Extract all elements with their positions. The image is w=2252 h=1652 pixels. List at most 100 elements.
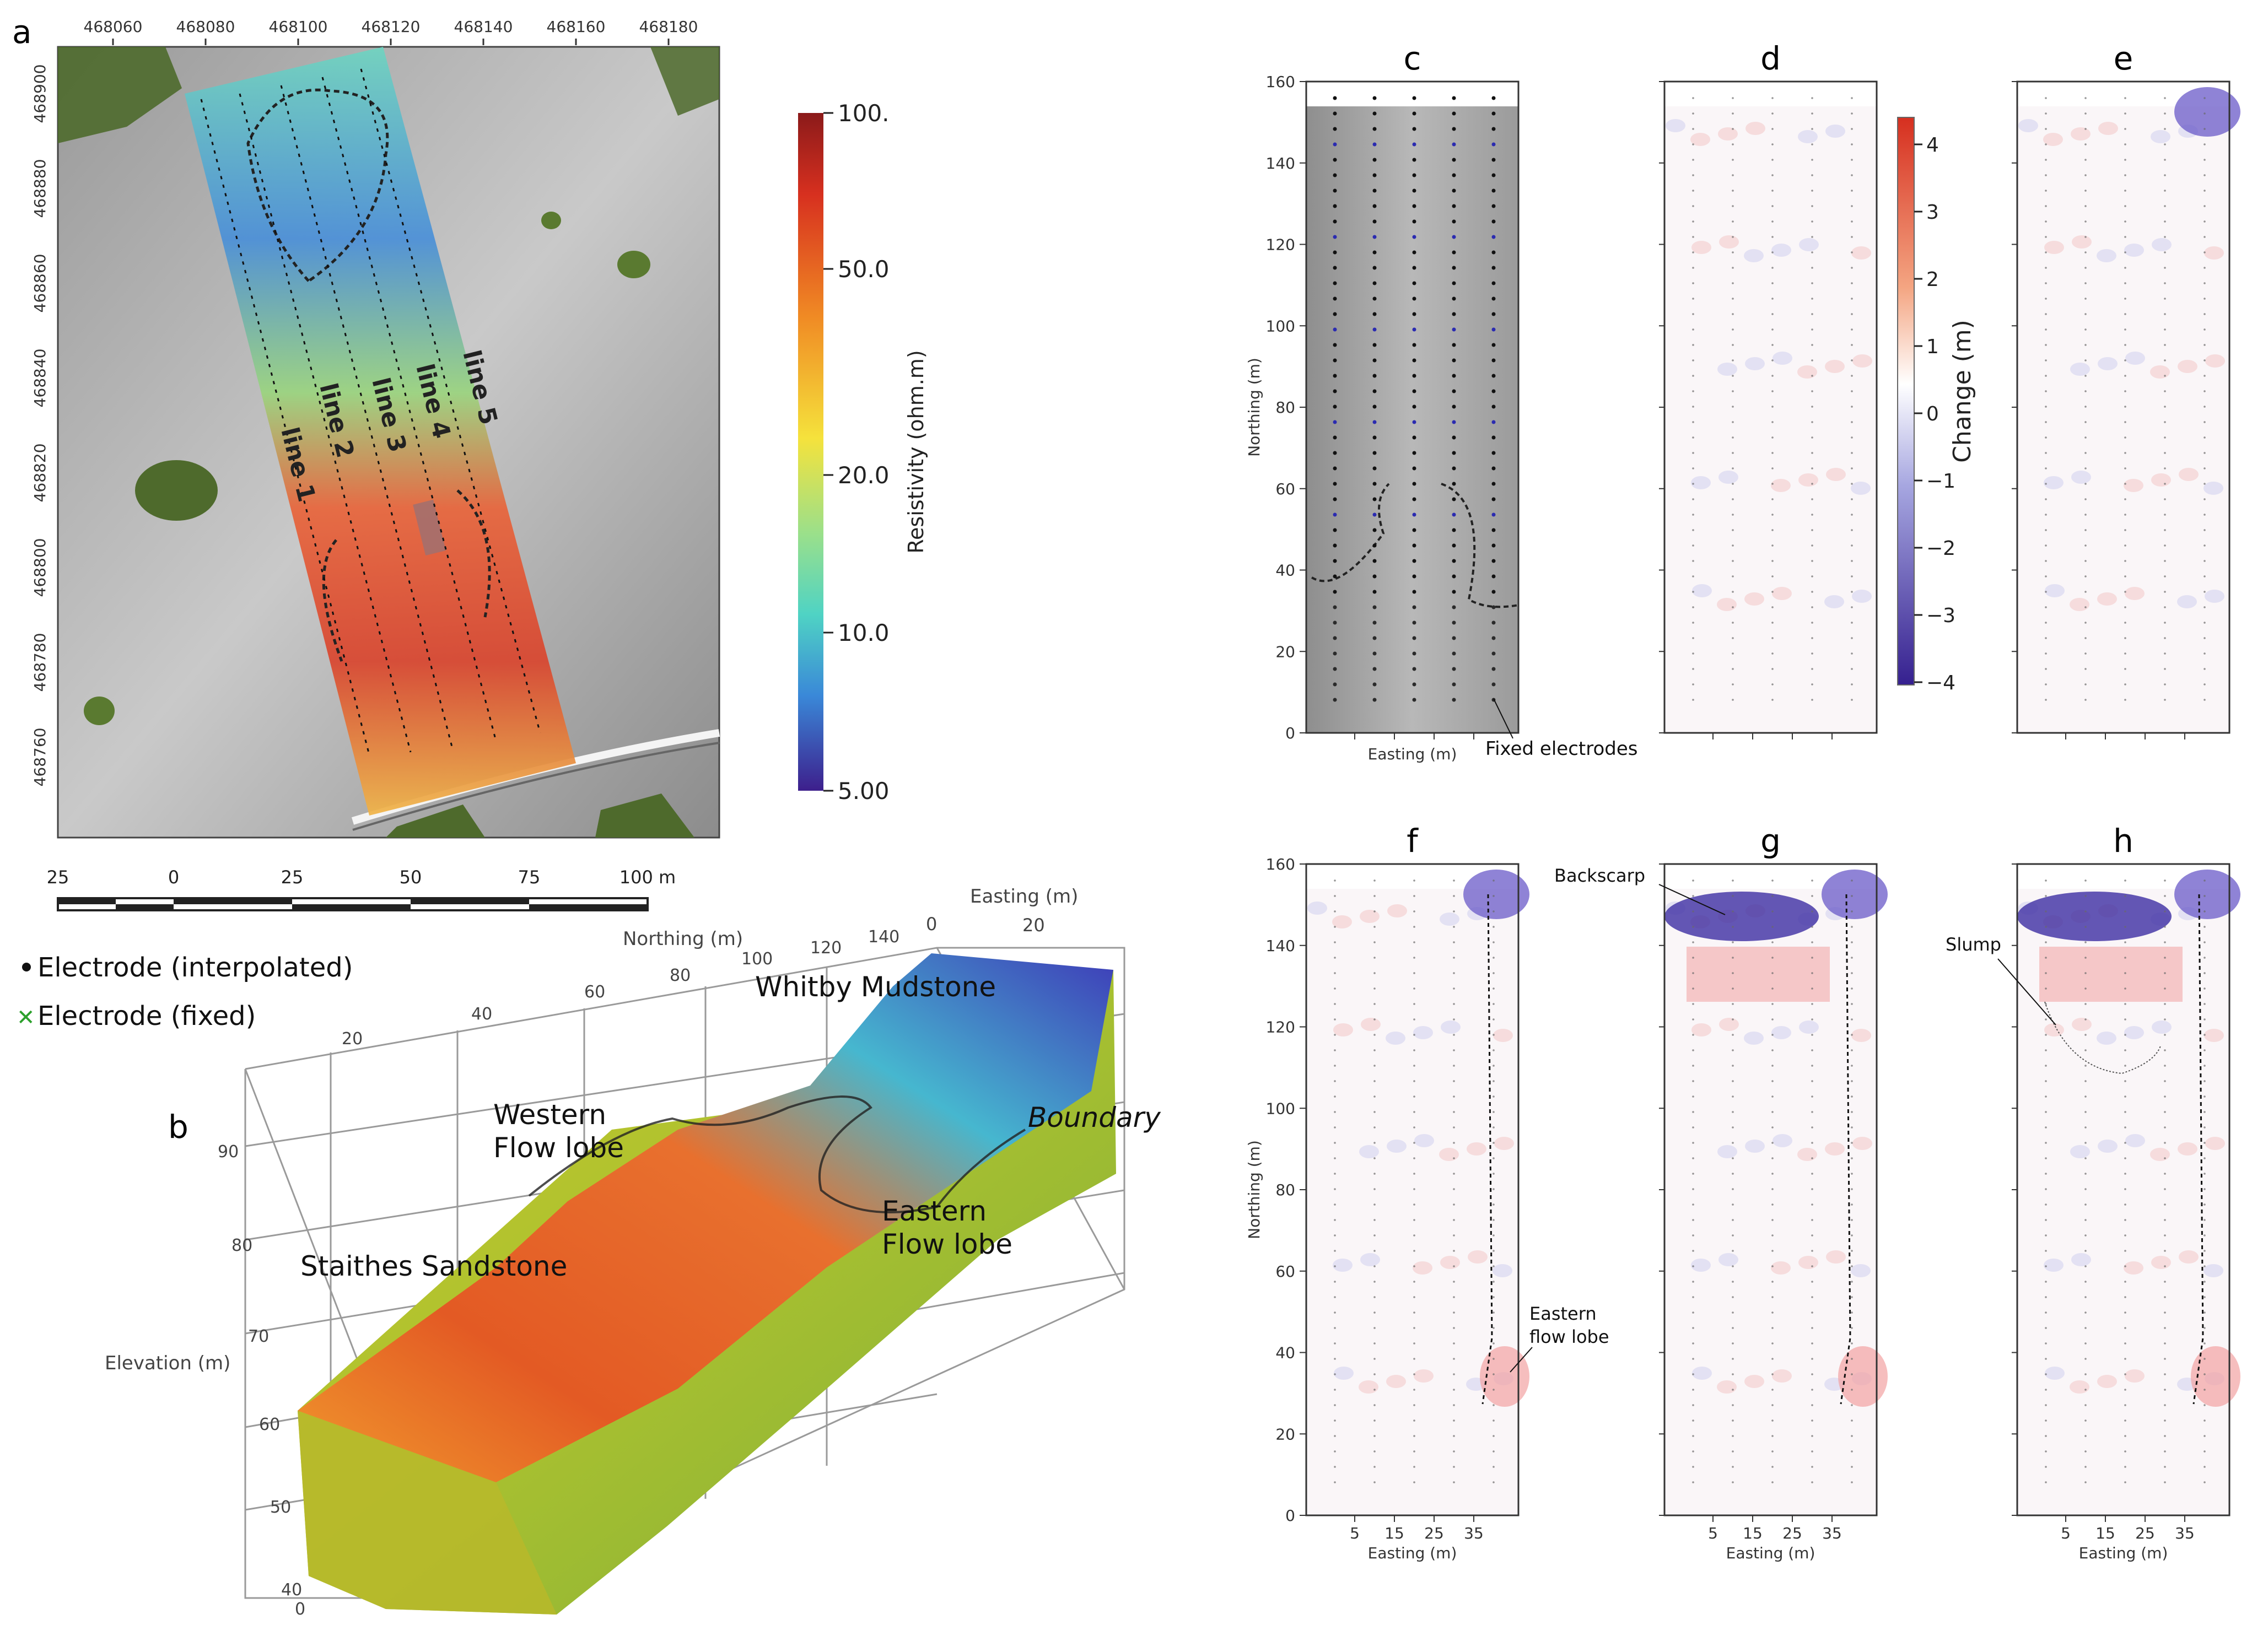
electrode-marker xyxy=(1811,560,1813,562)
electrode-marker xyxy=(2124,251,2126,253)
electrode-marker xyxy=(1692,174,1694,176)
electrode-marker xyxy=(2203,1188,2206,1190)
electrode-marker xyxy=(1811,941,1813,943)
electrode-marker xyxy=(1732,1466,1734,1468)
electrode-marker xyxy=(1732,1173,1734,1175)
change-speckle xyxy=(2151,1256,2171,1269)
change-speckle xyxy=(1852,590,1872,603)
electrode-marker xyxy=(1811,668,1813,670)
electrode-marker xyxy=(2124,1466,2126,1468)
electrode-marker xyxy=(2164,251,2166,253)
electrode-marker xyxy=(1851,1250,1853,1252)
electrode-marker xyxy=(1811,436,1813,439)
electrode-marker xyxy=(2124,622,2126,624)
electrode-marker xyxy=(2164,1404,2166,1406)
electrode-marker xyxy=(1851,359,1853,361)
electrode-marker xyxy=(2203,375,2206,377)
electrode-marker xyxy=(1851,895,1853,897)
panel-label-c: c xyxy=(1404,40,1421,77)
electrode-marker xyxy=(1333,343,1337,347)
electrode-marker xyxy=(1372,266,1377,270)
electrode-marker xyxy=(1373,1157,1376,1159)
electrode-marker xyxy=(1851,591,1853,593)
electrode-marker xyxy=(2164,1419,2166,1422)
electrode-marker xyxy=(2045,190,2047,192)
electrode-marker xyxy=(1333,173,1337,177)
electrode-marker xyxy=(1732,544,1734,547)
electrode-marker xyxy=(1851,112,1853,115)
electrode-marker xyxy=(2124,1003,2126,1005)
change-colorbar xyxy=(1897,117,1915,685)
electrode-marker xyxy=(1732,143,1734,145)
electrode-fixed-icon: ✕ xyxy=(17,1005,35,1030)
electrode-marker xyxy=(1811,1173,1813,1175)
electrode-marker xyxy=(2203,1327,2206,1329)
electrode-marker xyxy=(1692,895,1694,897)
electrode-marker xyxy=(1771,159,1774,161)
electrode-marker xyxy=(1372,188,1377,193)
electrode-marker xyxy=(2124,1203,2126,1206)
electrode-marker xyxy=(1493,1219,1495,1221)
electrode-marker xyxy=(1851,328,1853,331)
electrode-marker xyxy=(2203,987,2206,990)
easting-tick-label: 35 xyxy=(1464,1524,1484,1542)
electrode-marker xyxy=(2203,1203,2206,1206)
electrode-marker xyxy=(1372,559,1377,563)
electrode-marker xyxy=(1452,667,1456,671)
electrode-marker xyxy=(1692,1265,1694,1267)
no-data-area xyxy=(1664,82,1877,106)
electrode-marker xyxy=(1771,575,1774,577)
electrode-marker xyxy=(2084,699,2087,701)
northing-tick: 40 xyxy=(471,1005,492,1024)
electrode-marker xyxy=(1851,544,1853,547)
electrode-marker xyxy=(1333,590,1337,594)
electrode-marker xyxy=(1493,1111,1495,1113)
change-speckle xyxy=(1441,1021,1461,1034)
electrode-marker xyxy=(1453,1003,1455,1005)
electrode-marker xyxy=(1413,1219,1415,1221)
electrode-marker xyxy=(1373,1065,1376,1067)
electrode-marker xyxy=(2045,236,2047,238)
electrode-marker xyxy=(1412,142,1416,147)
electrode-marker xyxy=(2124,895,2126,897)
electrode-marker xyxy=(1851,1003,1853,1005)
change-speckle xyxy=(1413,1026,1433,1039)
change-speckle xyxy=(2203,1264,2223,1277)
change-speckle xyxy=(1414,1369,1434,1383)
electrode-marker xyxy=(1412,636,1416,640)
slump-label: Slump xyxy=(1946,934,2001,955)
electrode-marker xyxy=(1811,267,1813,269)
electrode-marker xyxy=(1372,636,1377,640)
northing-tick-label: 100 xyxy=(1266,317,1295,335)
change-speckle xyxy=(1413,1261,1432,1275)
electrode-marker xyxy=(1452,651,1456,656)
electrode-marker xyxy=(1453,1311,1455,1314)
electrode-marker xyxy=(2164,941,2166,943)
top-tick-label: 468140 xyxy=(454,18,513,36)
electrode-marker xyxy=(1732,1342,1734,1345)
electrode-marker xyxy=(1732,1296,1734,1298)
electrode-marker xyxy=(1334,910,1336,913)
electrode-marker xyxy=(2164,344,2166,346)
electrode-marker xyxy=(1333,543,1337,548)
electrode-marker xyxy=(1373,1419,1376,1422)
electrode-marker xyxy=(2124,637,2126,639)
electrode-marker xyxy=(1692,390,1694,392)
electrode-marker xyxy=(1771,1389,1774,1391)
electrode-marker xyxy=(1333,605,1337,609)
change-speckle xyxy=(1772,352,1792,365)
electrode-marker xyxy=(1732,606,1734,608)
flow-lobe-outline xyxy=(1311,483,1390,582)
electrode-marker xyxy=(2203,1157,2206,1159)
electrode-marker xyxy=(1333,420,1337,424)
electrode-marker xyxy=(1412,651,1416,656)
electrode-marker xyxy=(2124,436,2126,439)
electrode-marker xyxy=(1771,1358,1774,1360)
electrode-marker xyxy=(1373,972,1376,974)
electrode-marker xyxy=(1732,328,1734,331)
electrode-marker xyxy=(1692,1173,1694,1175)
electrode-marker xyxy=(1413,1049,1415,1051)
electrode-marker xyxy=(1732,421,1734,423)
electrode-marker xyxy=(1413,1435,1415,1437)
resistivity-colorbar xyxy=(798,113,823,791)
